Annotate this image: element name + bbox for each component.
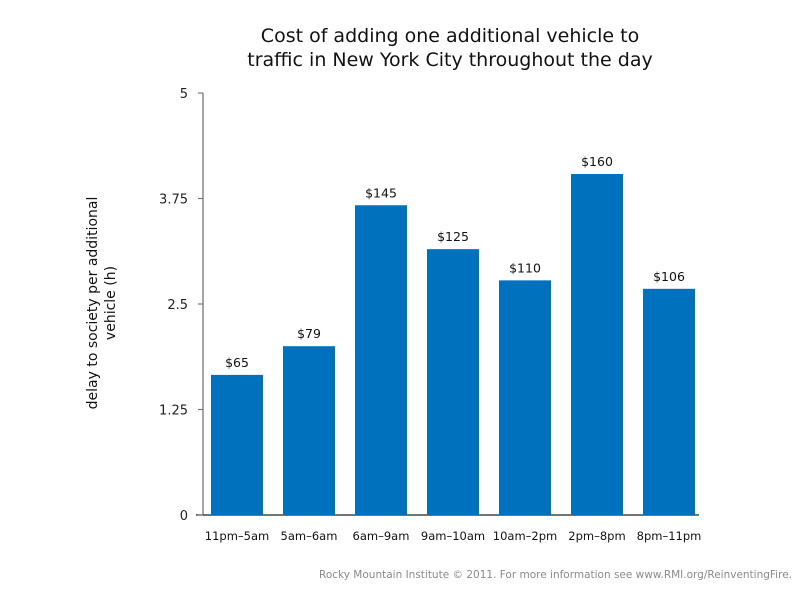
x-tick-label: 10am–2pm <box>493 529 557 543</box>
x-tick-label: 8pm–11pm <box>637 529 702 543</box>
bar <box>571 174 623 516</box>
bars <box>211 174 695 516</box>
data-label: $106 <box>653 269 685 284</box>
data-label: $110 <box>509 260 541 275</box>
bar <box>427 249 479 515</box>
y-tick-label: 1.25 <box>159 404 188 419</box>
data-label: $79 <box>297 326 321 341</box>
chart-title: Cost of adding one additional vehicle to… <box>200 24 700 72</box>
source-footer: Rocky Mountain Institute © 2011. For mor… <box>319 569 792 581</box>
chart-title-line-1: Cost of adding one additional vehicle to <box>260 25 640 47</box>
y-tick-labels: 0 1.25 2.5 3.75 5 <box>159 87 188 524</box>
y-tick-label: 2.5 <box>167 298 188 313</box>
bar <box>643 288 695 515</box>
x-tick-label: 5am–6am <box>281 529 338 543</box>
data-label: $160 <box>581 154 613 169</box>
x-tick-label: 2pm–8pm <box>568 529 625 543</box>
x-tick-label: 6am–9am <box>353 529 410 543</box>
bar <box>211 374 263 515</box>
x-tick-label: 9am–10am <box>421 529 485 543</box>
chart-title-line-2: traffic in New York City throughout the … <box>247 49 653 71</box>
data-labels: $65 $79 $145 $125 $110 $160 $106 <box>225 154 685 370</box>
bar <box>499 280 551 515</box>
y-tick-label: 3.75 <box>159 193 188 208</box>
y-tick-label: 5 <box>180 87 188 102</box>
y-tick-label: 0 <box>180 509 188 524</box>
data-label: $145 <box>365 185 397 200</box>
data-label: $65 <box>225 355 249 370</box>
bar <box>283 346 335 515</box>
x-tick-labels: 11pm–5am 5am–6am 6am–9am 9am–10am 10am–2pm 2p… <box>205 529 702 543</box>
bar <box>355 205 407 515</box>
x-tick-label: 11pm–5am <box>205 529 269 543</box>
data-label: $125 <box>437 229 469 244</box>
